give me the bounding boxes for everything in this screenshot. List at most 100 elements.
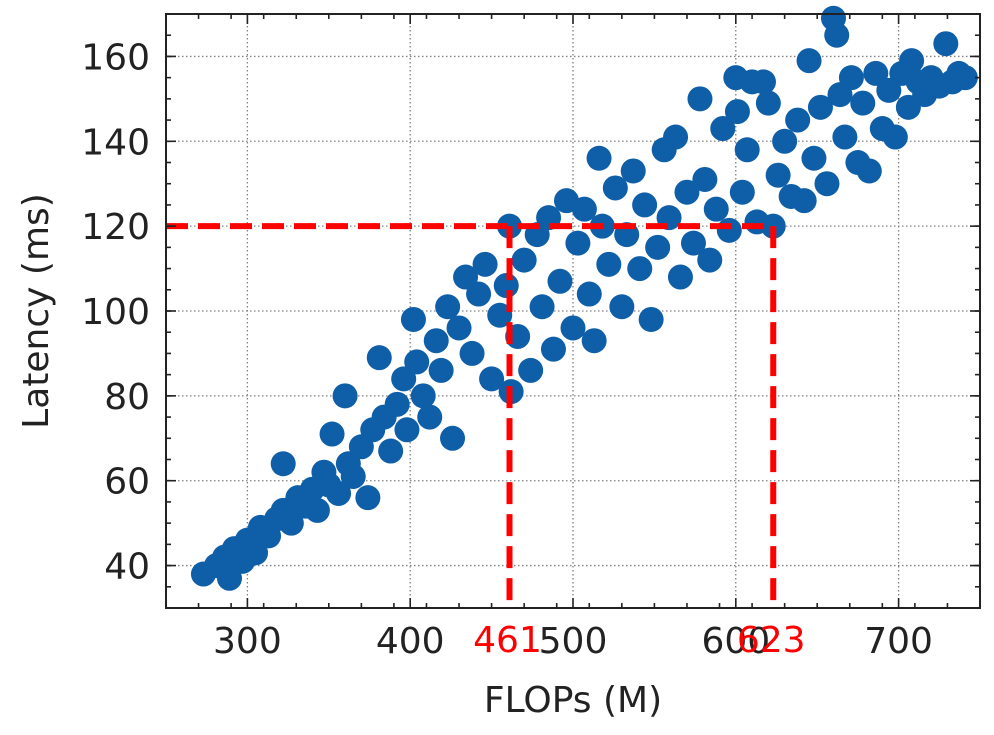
scatter-point bbox=[472, 251, 498, 277]
scatter-point bbox=[785, 107, 811, 133]
scatter-point bbox=[540, 336, 566, 362]
scatter-point bbox=[581, 328, 607, 354]
x-tick-label: 400 bbox=[376, 621, 445, 662]
scatter-point bbox=[645, 234, 671, 260]
scatter-point bbox=[417, 404, 443, 430]
scatter-point bbox=[518, 357, 544, 383]
scatter-point bbox=[882, 124, 908, 150]
scatter-point bbox=[750, 69, 776, 95]
scatter-point bbox=[529, 294, 555, 320]
scatter-point bbox=[620, 158, 646, 184]
scatter-point bbox=[326, 480, 352, 506]
y-tick-label: 120 bbox=[81, 207, 150, 248]
scatter-point bbox=[692, 166, 718, 192]
scatter-point bbox=[404, 349, 430, 375]
scatter-point bbox=[466, 281, 492, 307]
scatter-point bbox=[384, 391, 410, 417]
scatter-point bbox=[435, 294, 461, 320]
scatter-point bbox=[304, 497, 330, 523]
x-tick-label: 700 bbox=[864, 621, 933, 662]
threshold-x-label: 623 bbox=[737, 620, 806, 661]
y-tick-label: 140 bbox=[81, 122, 150, 163]
scatter-point bbox=[487, 302, 513, 328]
scatter-point bbox=[410, 383, 436, 409]
plot-frame bbox=[165, 13, 981, 609]
scatter-point bbox=[565, 230, 591, 256]
scatter-point bbox=[680, 230, 706, 256]
scatter-point bbox=[547, 268, 573, 294]
x-tick-label: 600 bbox=[701, 621, 770, 662]
scatter-point bbox=[687, 86, 713, 112]
scatter-point bbox=[663, 124, 689, 150]
scatter-point bbox=[355, 485, 381, 511]
scatter-point bbox=[493, 273, 519, 299]
scatter-point bbox=[319, 421, 345, 447]
scatter-point bbox=[332, 383, 358, 409]
y-tick-label: 160 bbox=[81, 37, 150, 78]
scatter-point bbox=[576, 281, 602, 307]
scatter-point bbox=[632, 192, 658, 218]
scatter-point bbox=[560, 315, 586, 341]
scatter-point bbox=[340, 463, 366, 489]
scatter-point bbox=[755, 90, 781, 116]
x-tick-label: 500 bbox=[539, 621, 608, 662]
scatter-point bbox=[772, 128, 798, 154]
scatter-point bbox=[807, 94, 833, 120]
scatter-point bbox=[667, 264, 693, 290]
scatter-point bbox=[710, 116, 736, 142]
scatter-point bbox=[378, 438, 404, 464]
scatter-point bbox=[278, 510, 304, 536]
scatter-point bbox=[391, 366, 417, 392]
threshold-x-label: 461 bbox=[473, 620, 542, 661]
scatter-point bbox=[838, 65, 864, 91]
scatter-point bbox=[400, 306, 426, 332]
y-tick-label: 60 bbox=[104, 462, 150, 503]
scatter-point bbox=[479, 366, 505, 392]
scatter-point bbox=[863, 60, 889, 86]
scatter-point bbox=[734, 137, 760, 163]
scatter-point bbox=[814, 171, 840, 197]
scatter-point bbox=[832, 124, 858, 150]
scatter-point bbox=[933, 31, 959, 57]
scatter-point bbox=[856, 158, 882, 184]
y-tick-label: 80 bbox=[104, 377, 150, 418]
x-tick-label: 300 bbox=[213, 621, 282, 662]
scatter-point bbox=[440, 425, 466, 451]
scatter-point bbox=[824, 22, 850, 48]
scatter-point bbox=[453, 264, 479, 290]
scatter-point bbox=[459, 340, 485, 366]
scatter-point bbox=[586, 145, 612, 171]
scatter-point bbox=[270, 451, 296, 477]
data-points bbox=[190, 5, 978, 591]
scatter-point bbox=[446, 315, 472, 341]
scatter-point bbox=[791, 188, 817, 214]
scatter-point bbox=[511, 247, 537, 273]
scatter-point bbox=[571, 196, 597, 222]
scatter-point bbox=[952, 65, 978, 91]
scatter-point bbox=[216, 565, 242, 591]
scatter-point bbox=[729, 179, 755, 205]
scatter-point bbox=[596, 251, 622, 277]
scatter-point bbox=[716, 217, 742, 243]
scatter-point bbox=[899, 48, 925, 74]
tick-labels: 300 400 500 600 700 40 60 80 100 120 140 160 461 623 bbox=[81, 37, 933, 662]
scatter-point bbox=[394, 417, 420, 443]
scatter-point bbox=[243, 540, 269, 566]
scatter-point bbox=[638, 306, 664, 332]
scatter-point bbox=[602, 175, 628, 201]
scatter-point bbox=[876, 77, 902, 103]
y-tick-label: 100 bbox=[81, 292, 150, 333]
scatter-point bbox=[366, 345, 392, 371]
scatter-point bbox=[627, 256, 653, 282]
scatter-point bbox=[850, 90, 876, 116]
scatter-point bbox=[674, 179, 700, 205]
scatter-point bbox=[697, 247, 723, 273]
scatter-point bbox=[423, 328, 449, 354]
scatter-point bbox=[801, 145, 827, 171]
x-axis-label: FLOPs (M) bbox=[484, 680, 662, 721]
y-axis-label: Latency (ms) bbox=[16, 193, 57, 429]
reference-lines bbox=[166, 223, 777, 608]
scatter-point bbox=[796, 48, 822, 74]
scatter-point bbox=[703, 196, 729, 222]
